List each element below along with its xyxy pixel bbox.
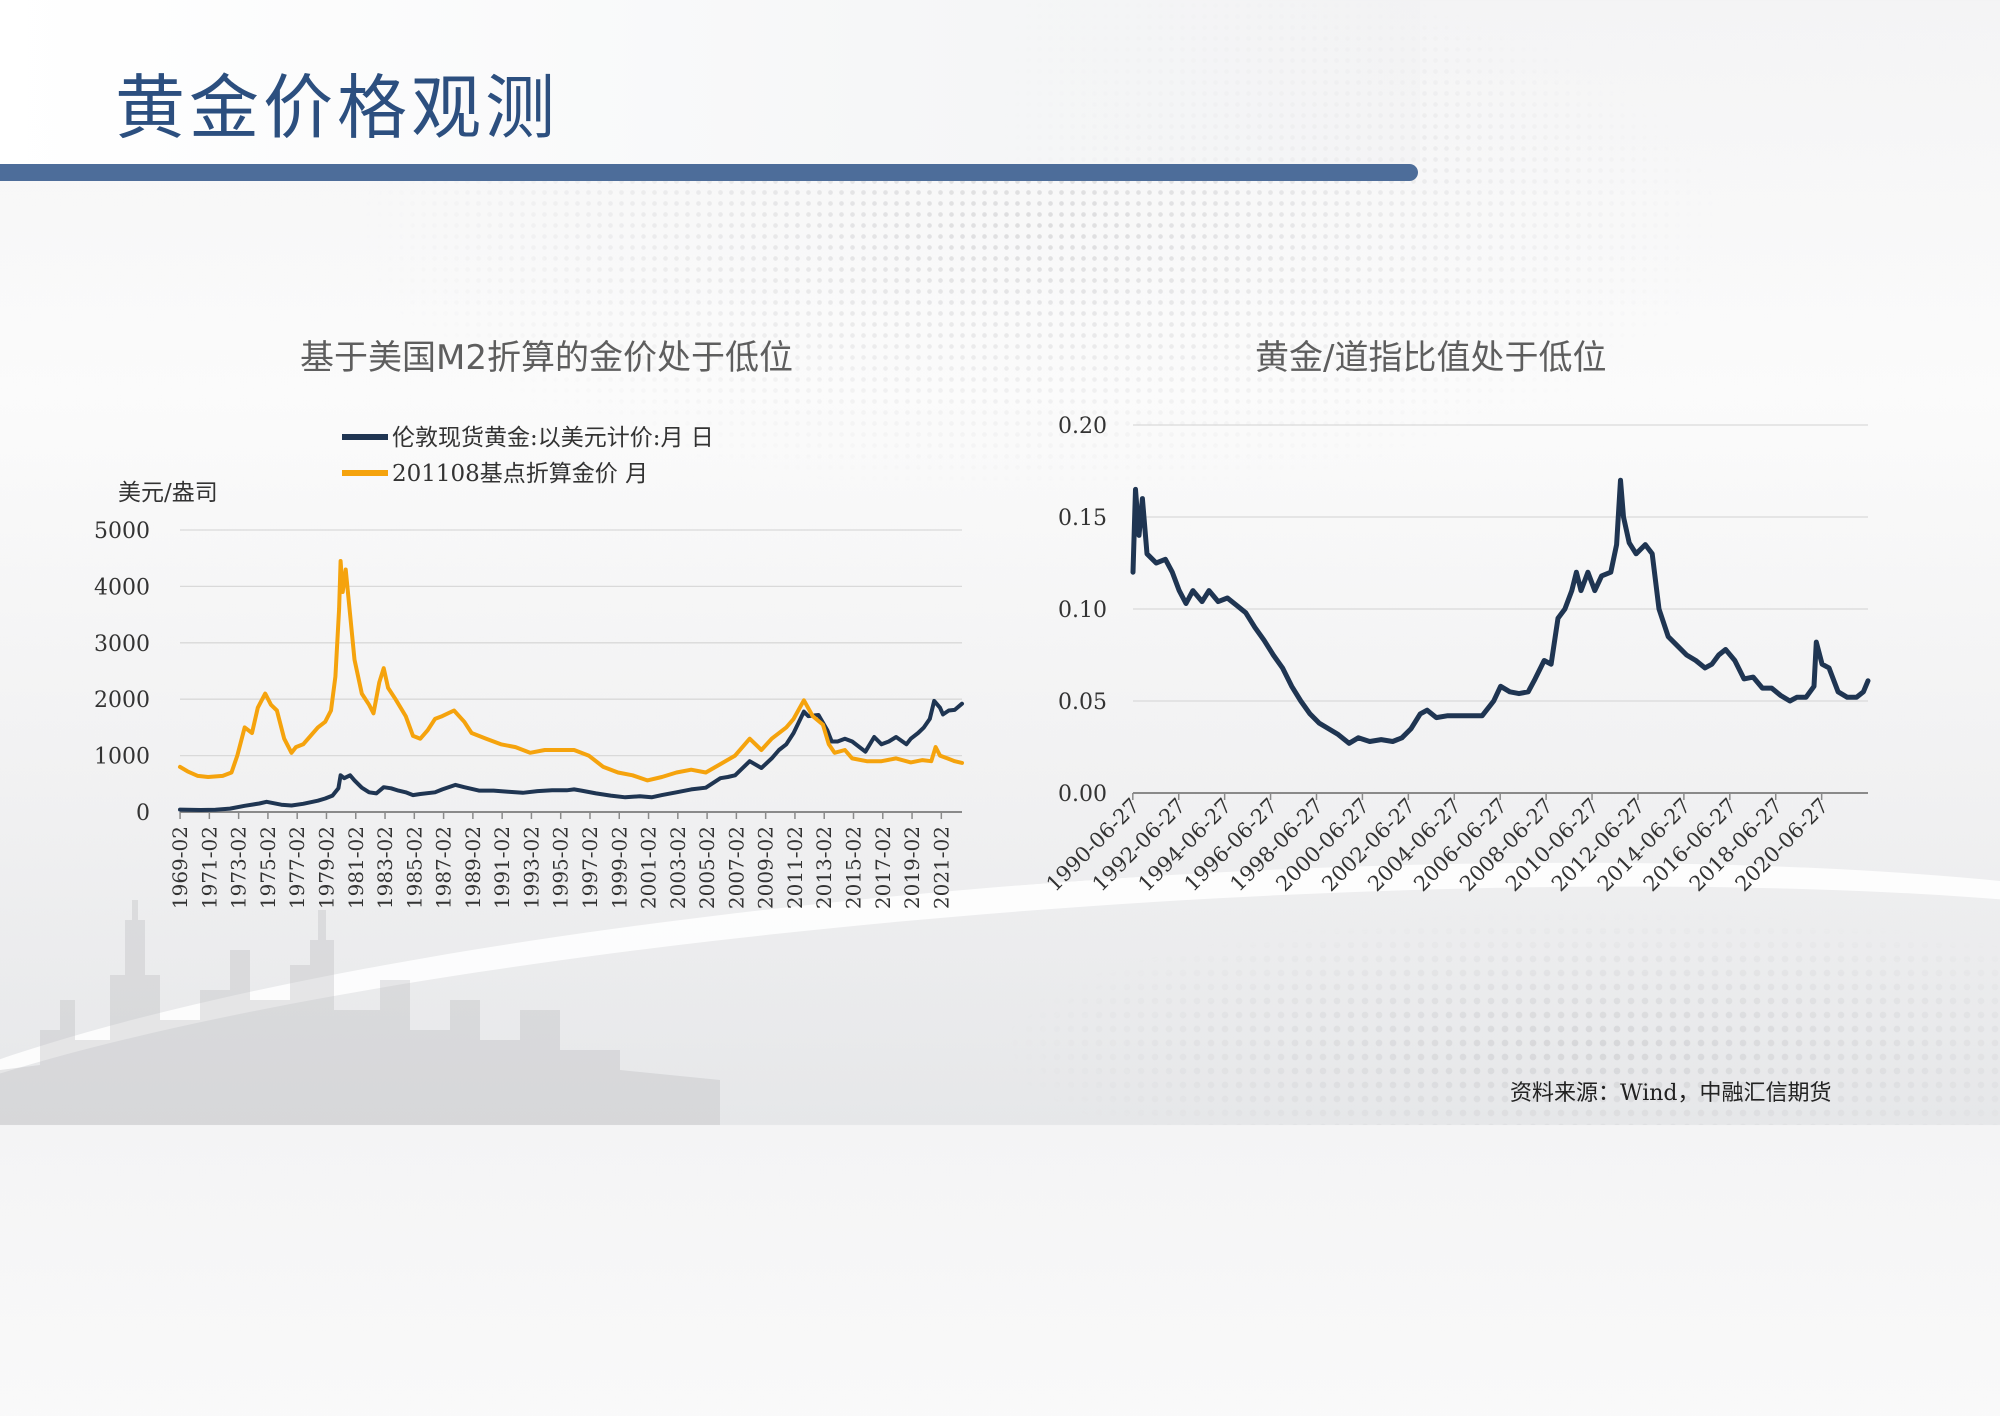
x-tick-label: 2011-02 <box>783 826 807 909</box>
header-band <box>0 0 1420 165</box>
y-tick-label: 0.15 <box>1058 506 1107 531</box>
x-tick-label: 1973-02 <box>227 826 251 909</box>
x-tick-label: 1991-02 <box>490 826 514 909</box>
y-tick-label: 0.05 <box>1058 690 1107 715</box>
x-tick-label: 1995-02 <box>549 826 573 909</box>
x-tick-label: 1977-02 <box>285 826 309 909</box>
x-tick-label: 1997-02 <box>578 826 602 909</box>
series-line-1 <box>1130 477 1871 746</box>
x-tick-label: 1983-02 <box>373 826 397 909</box>
x-tick-label: 1999-02 <box>607 826 631 909</box>
x-tick-label: 1969-02 <box>168 826 192 909</box>
x-tick-label: 1985-02 <box>402 826 426 909</box>
x-tick-label: 1971-02 <box>197 826 221 909</box>
series-line-2 <box>178 559 964 783</box>
x-tick-label: 2019-02 <box>900 826 924 909</box>
x-tick-label: 2007-02 <box>724 826 748 909</box>
x-tick-label: 2015-02 <box>841 826 865 909</box>
x-tick-label: 1987-02 <box>432 826 456 909</box>
y-tick-label: 5000 <box>94 519 150 544</box>
y-tick-label: 4000 <box>94 575 150 600</box>
legend-label-1: 伦敦现货黄金:以美元计价:月 日 <box>392 425 714 451</box>
chart2-gold-dow-ratio: 0.000.050.100.150.201990-06-271992-06-27… <box>1042 414 1871 896</box>
y-tick-label: 2000 <box>94 688 150 713</box>
y-tick-label: 3000 <box>94 632 150 657</box>
page-title: 黄金价格观测 <box>115 67 559 149</box>
x-tick-label: 1979-02 <box>314 826 338 909</box>
x-tick-label: 1993-02 <box>519 826 543 909</box>
legend-label-2: 201108基点折算金价 月 <box>392 461 648 487</box>
x-tick-label: 2009-02 <box>754 826 778 909</box>
y-tick-label: 1000 <box>94 745 150 770</box>
x-tick-label: 2017-02 <box>871 826 895 909</box>
x-tick-label: 1989-02 <box>461 826 485 909</box>
y-tick-label: 0.10 <box>1058 598 1107 623</box>
x-tick-label: 2005-02 <box>695 826 719 909</box>
y-axis-unit: 美元/盎司 <box>118 480 218 506</box>
x-tick-label: 2021-02 <box>929 826 953 909</box>
x-tick-label: 2001-02 <box>637 826 661 909</box>
y-tick-label: 0.00 <box>1058 782 1107 807</box>
y-tick-label: 0 <box>136 801 150 826</box>
y-tick-label: 0.20 <box>1058 414 1107 439</box>
header-accent-bar <box>0 164 1418 181</box>
source-note: 资料来源：Wind，中融汇信期货 <box>1510 1081 1832 1106</box>
series-line-1 <box>178 698 964 812</box>
x-tick-label: 1981-02 <box>344 826 368 909</box>
chart1-m2-gold-price: 0 1000 2000 3000 4000 5000 1969-02 1971-02 1973-… <box>94 425 964 909</box>
chart1-title: 基于美国M2折算的金价处于低位 <box>300 338 793 378</box>
x-tick-label: 2003-02 <box>666 826 690 909</box>
x-tick-label: 2013-02 <box>812 826 836 909</box>
chart2-title: 黄金/道指比值处于低位 <box>1255 338 1607 378</box>
x-tick-label: 1975-02 <box>256 826 280 909</box>
